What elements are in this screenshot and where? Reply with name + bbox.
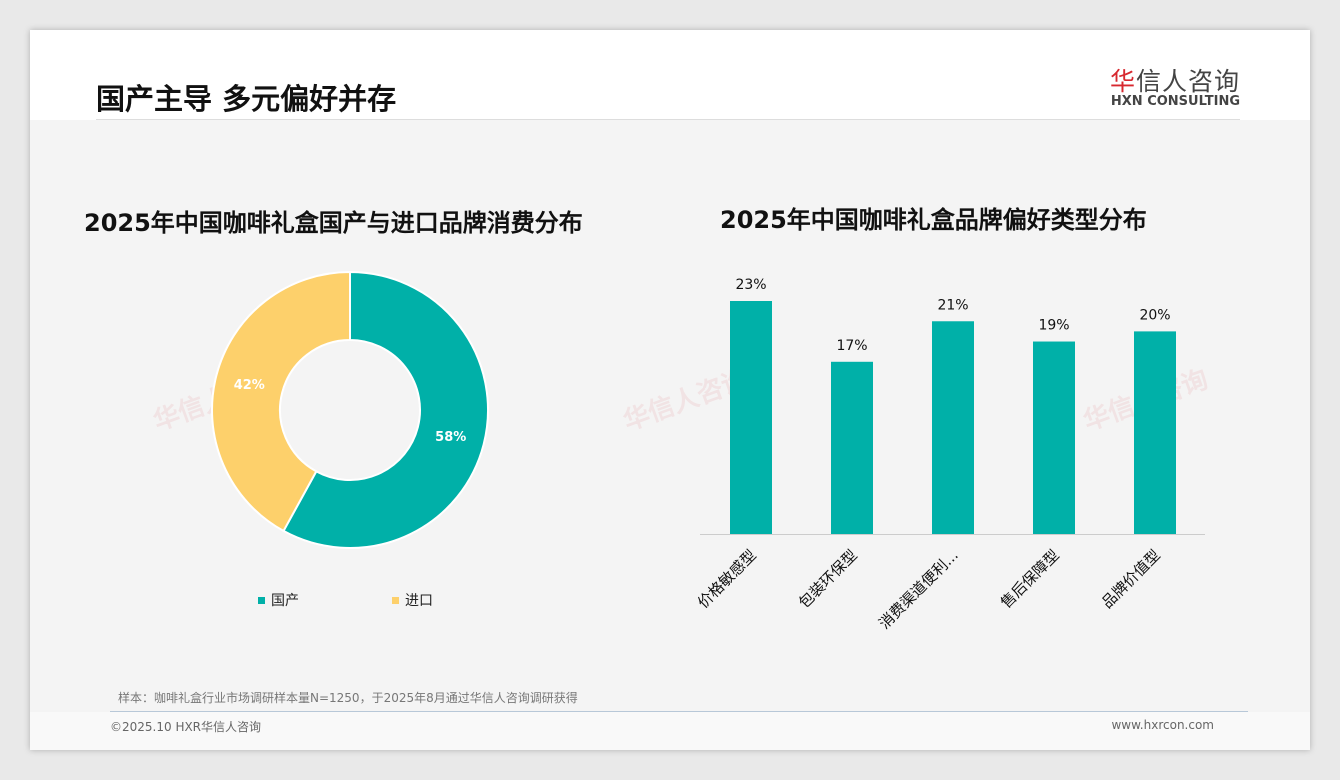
x-tick-label: 品牌价值型 xyxy=(1098,546,1164,612)
website-link[interactable]: www.hxrcon.com xyxy=(1111,718,1214,732)
bar-title: 2025年中国咖啡礼盒品牌偏好类型分布 xyxy=(720,206,1147,234)
logo-accent: 华 xyxy=(1109,67,1136,96)
bar xyxy=(730,301,772,534)
bar-label: 20% xyxy=(1139,307,1170,323)
logo: 华信人咨询 xyxy=(1110,62,1240,98)
divider xyxy=(96,119,1240,120)
bar-label: 21% xyxy=(937,297,968,313)
bar-label: 17% xyxy=(836,338,867,354)
slide: 国产主导 多元偏好并存 华信人咨询 HXN CONSULTING 华信人咨询 华… xyxy=(30,30,1310,750)
legend-label: 进口 xyxy=(405,593,433,609)
bar-label: 19% xyxy=(1038,318,1069,334)
donut-title: 2025年中国咖啡礼盒国产与进口品牌消费分布 xyxy=(84,209,583,237)
donut-slice xyxy=(211,270,351,533)
footer xyxy=(30,712,1310,750)
page-title: 国产主导 多元偏好并存 xyxy=(96,82,397,116)
slice-label: 58% xyxy=(435,430,466,445)
x-tick-label: 消费渠道便利... xyxy=(875,546,961,632)
bar xyxy=(831,361,873,534)
x-tick-label: 售后保障型 xyxy=(997,546,1063,612)
bar xyxy=(1033,341,1075,534)
copyright: ©2025.10 HXR华信人咨询 xyxy=(110,720,262,734)
donut-slice xyxy=(282,270,489,549)
legend-swatch xyxy=(392,596,399,604)
bar xyxy=(1134,331,1176,534)
legend-item: 进口 xyxy=(392,590,433,610)
bar xyxy=(932,321,974,534)
x-tick-label: 包装环保型 xyxy=(795,546,861,612)
sample-note: 样本：咖啡礼盒行业市场调研样本量N=1250，于2025年8月通过华信人咨询调研… xyxy=(118,691,578,705)
slice-label: 42% xyxy=(234,378,265,393)
bar-label: 23% xyxy=(735,277,766,293)
header xyxy=(30,30,1310,120)
legend-label: 国产 xyxy=(271,593,299,609)
x-tick-label: 价格敏感型 xyxy=(694,546,760,612)
logo-cn: 信人咨询 xyxy=(1135,67,1240,96)
legend-swatch xyxy=(258,596,265,604)
charts: 58% 42% 23% 价格敏感型 17% 包装环保型 21% 消费渠道便利... 19% 售后保… xyxy=(211,270,1205,633)
legend-item: 国产 xyxy=(258,590,299,610)
logo-en: HXN CONSULTING xyxy=(1110,94,1240,109)
footer-divider xyxy=(110,711,1248,712)
